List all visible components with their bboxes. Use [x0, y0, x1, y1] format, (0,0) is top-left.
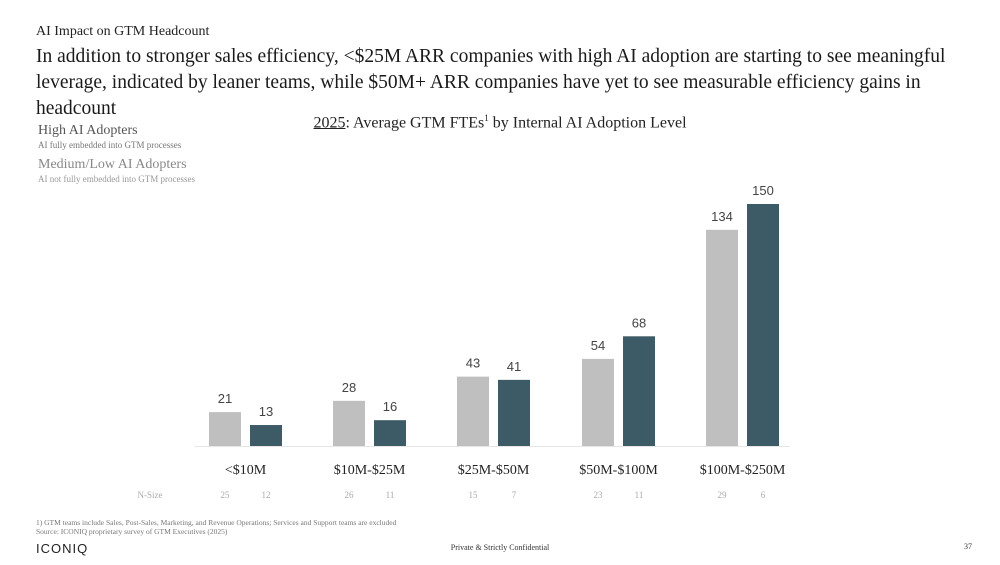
- x-tick-label: <$10M: [225, 463, 267, 478]
- n-size-value: 7: [512, 490, 517, 500]
- data-label: 134: [711, 209, 733, 224]
- bar-high-0: [250, 425, 282, 446]
- data-label: 21: [218, 391, 232, 406]
- chart-title-year: 2025: [313, 114, 346, 132]
- n-size-value: 12: [262, 490, 271, 500]
- legend-desc-high: AI fully embedded into GTM processes: [38, 140, 182, 150]
- chart-legend: High AI Adopters AI fully embedded into …: [38, 123, 195, 191]
- bar-medium-low-0: [209, 412, 241, 446]
- bar-high-4: [747, 204, 779, 446]
- chart-title-footnote-ref: 1: [484, 113, 489, 123]
- chart-title-text-a: : Average GTM FTEs: [345, 114, 485, 132]
- data-label: 28: [342, 380, 356, 395]
- x-tick-label: $10M-$25M: [334, 463, 406, 478]
- legend-desc-low: AI not fully embedded into GTM processes: [38, 174, 195, 184]
- n-size-value: 11: [386, 490, 395, 500]
- chart-title-text-b: by Internal AI Adoption Level: [488, 114, 687, 132]
- n-size-value: 29: [718, 490, 728, 500]
- bar-high-2: [498, 379, 530, 446]
- n-size-value: 23: [594, 490, 604, 500]
- n-size-value: 6: [761, 490, 766, 500]
- data-label: 68: [632, 315, 646, 330]
- n-size-value: 26: [345, 490, 355, 500]
- bar-medium-low-1: [333, 400, 365, 446]
- n-size-value: 25: [221, 490, 231, 500]
- legend-label-high: High AI Adopters: [38, 123, 138, 138]
- n-size-label: N-Size: [138, 490, 163, 500]
- bar-medium-low-2: [457, 376, 489, 446]
- page-number: 37: [964, 542, 972, 551]
- x-tick-label: $50M-$100M: [579, 463, 658, 478]
- confidential-label: Private & Strictly Confidential: [450, 543, 550, 552]
- data-label: 41: [507, 359, 521, 374]
- data-label: 150: [752, 183, 774, 198]
- n-size-value: 15: [469, 490, 479, 500]
- footnote-1: 1) GTM teams include Sales, Post-Sales, …: [36, 518, 397, 527]
- legend-label-low: Medium/Low AI Adopters: [38, 157, 187, 172]
- data-label: 54: [591, 338, 605, 353]
- bar-medium-low-3: [582, 358, 614, 446]
- bar-high-1: [374, 420, 406, 446]
- n-size-value: 11: [635, 490, 644, 500]
- iconiq-logo: ICONIQ: [36, 541, 89, 556]
- legend-item-low: Medium/Low AI Adopters AI not fully embe…: [38, 157, 195, 185]
- data-label: 13: [259, 404, 273, 419]
- bar-medium-low-4: [706, 229, 738, 446]
- footnotes: 1) GTM teams include Sales, Post-Sales, …: [36, 518, 396, 536]
- data-label: 16: [383, 399, 397, 414]
- bar-high-3: [623, 336, 655, 446]
- section-label: AI Impact on GTM Headcount: [36, 24, 210, 39]
- source-note: Source: ICONIQ proprietary survey of GTM…: [36, 527, 228, 536]
- data-label: 43: [466, 356, 480, 371]
- x-tick-label: $100M-$250M: [700, 463, 786, 478]
- legend-item-high: High AI Adopters AI fully embedded into …: [38, 123, 195, 151]
- x-tick-label: $25M-$50M: [458, 463, 530, 478]
- headline: In addition to stronger sales efficiency…: [36, 46, 946, 119]
- chart-title: 2025: Average GTM FTEs1 by Internal AI A…: [0, 113, 1000, 132]
